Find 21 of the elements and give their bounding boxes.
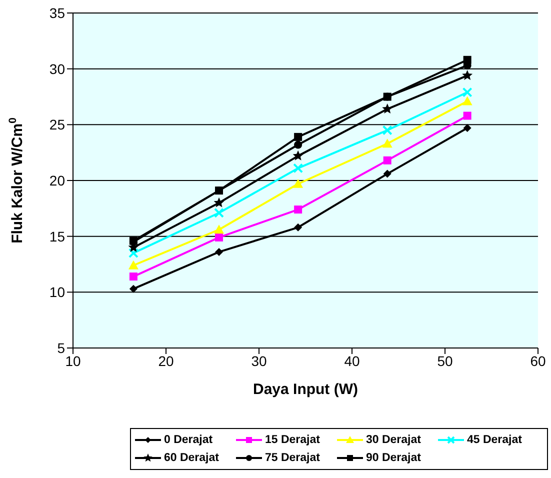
y-tick-label: 35 <box>49 4 66 21</box>
y-tick-label: 5 <box>57 340 66 356</box>
x-tick-label: 40 <box>344 352 360 369</box>
y-tick-label: 25 <box>49 116 66 133</box>
y-tick-label: 15 <box>49 228 66 244</box>
x-tick-label: 60 <box>530 352 546 369</box>
legend-label: 75 Derajat <box>265 452 320 464</box>
x-tick-label: 10 <box>65 352 81 369</box>
legend-label: 45 Derajat <box>467 434 522 446</box>
legend-label: 15 Derajat <box>265 434 320 446</box>
x-axis-title: Daya Input (W) <box>253 381 358 398</box>
x-tick-label: 20 <box>158 352 174 369</box>
legend-label: 0 Derajat <box>164 434 213 446</box>
legend-label: 30 Derajat <box>366 434 421 446</box>
x-tick-label: 30 <box>251 352 267 369</box>
y-tick-label: 10 <box>49 284 66 300</box>
y-tick-label: 30 <box>49 60 66 77</box>
x-tick-label: 50 <box>437 352 453 369</box>
y-tick-label: 20 <box>49 172 66 188</box>
legend-label: 90 Derajat <box>366 452 421 464</box>
legend-label: 60 Derajat <box>164 452 219 464</box>
